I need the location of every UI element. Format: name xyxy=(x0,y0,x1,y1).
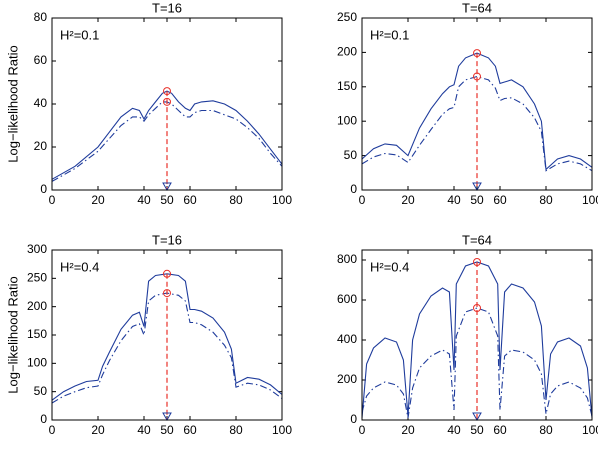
x-tick-label: 50 xyxy=(470,193,484,207)
series-line xyxy=(51,90,283,180)
x-tick-label: 0 xyxy=(359,423,366,437)
y-tick-label: 0 xyxy=(350,182,357,196)
y-tick-label: 200 xyxy=(27,299,47,313)
peak-marker xyxy=(163,87,171,96)
y-tick-label: 400 xyxy=(337,332,357,346)
peak-marker xyxy=(163,269,171,278)
axes-frame xyxy=(361,17,593,191)
y-tick-label: 150 xyxy=(337,79,357,93)
y-tick-label: 800 xyxy=(337,252,357,266)
y-tick-label: 300 xyxy=(27,242,47,256)
annotation: H²=0.4 xyxy=(370,259,409,274)
y-tick-label: 100 xyxy=(337,113,357,127)
subplot-title: T=64 xyxy=(462,0,492,15)
subplot-title: T=16 xyxy=(152,0,182,15)
y-tick-label: 600 xyxy=(337,292,357,306)
x-tick-label: 20 xyxy=(91,193,105,207)
subplot-title: T=16 xyxy=(152,232,182,247)
y-tick-label: 0 xyxy=(40,412,47,426)
x-tick-label: 20 xyxy=(401,423,415,437)
y-tick-label: 80 xyxy=(34,10,48,24)
x-tick-label: 50 xyxy=(470,423,484,437)
annotation: H²=0.1 xyxy=(60,27,99,42)
axes-frame xyxy=(51,17,283,191)
x-tick-label: 60 xyxy=(493,423,507,437)
y-tick-label: 100 xyxy=(27,356,47,370)
axes-frame xyxy=(361,249,593,421)
location-marker xyxy=(162,182,172,192)
y-tick-label: 50 xyxy=(34,384,48,398)
peak-marker xyxy=(163,289,171,298)
y-tick-label: 0 xyxy=(40,182,47,196)
x-tick-label: 60 xyxy=(183,193,197,207)
x-tick-label: 0 xyxy=(49,193,56,207)
x-tick-label: 80 xyxy=(229,193,243,207)
x-tick-label: 60 xyxy=(183,423,197,437)
x-tick-label: 80 xyxy=(229,423,243,437)
y-tick-label: 250 xyxy=(27,271,47,285)
y-tick-label: 250 xyxy=(337,10,357,24)
series-line xyxy=(361,307,593,419)
peak-marker xyxy=(473,72,481,81)
y-tick-label: 60 xyxy=(34,53,48,67)
x-tick-label: 80 xyxy=(539,423,553,437)
x-tick-label: 80 xyxy=(539,193,553,207)
x-tick-label: 20 xyxy=(401,193,415,207)
location-marker xyxy=(162,412,172,422)
x-tick-label: 40 xyxy=(447,193,461,207)
y-axis-label: Log−likelihood Ratio xyxy=(5,45,20,162)
x-tick-label: 20 xyxy=(91,423,105,437)
y-tick-label: 50 xyxy=(344,148,358,162)
x-tick-label: 0 xyxy=(359,193,366,207)
y-tick-label: 200 xyxy=(337,372,357,386)
peak-marker xyxy=(473,258,481,266)
y-tick-label: 20 xyxy=(34,139,48,153)
x-tick-label: 100 xyxy=(272,423,292,437)
annotation: H²=0.1 xyxy=(370,27,409,42)
y-tick-label: 0 xyxy=(350,412,357,426)
x-tick-label: 60 xyxy=(493,193,507,207)
x-tick-label: 100 xyxy=(582,193,598,207)
y-axis-label: Log−likelihood Ratio xyxy=(5,276,20,393)
x-tick-label: 40 xyxy=(447,423,461,437)
y-tick-label: 40 xyxy=(34,96,48,110)
location-marker xyxy=(472,412,482,422)
x-tick-label: 50 xyxy=(160,423,174,437)
y-tick-label: 200 xyxy=(337,45,357,59)
x-tick-label: 50 xyxy=(160,193,174,207)
subplot-title: T=64 xyxy=(462,232,492,247)
peak-marker xyxy=(163,97,171,106)
y-tick-label: 150 xyxy=(27,327,47,341)
series-line xyxy=(361,75,593,172)
peak-marker xyxy=(473,304,481,312)
x-tick-label: 40 xyxy=(137,193,151,207)
location-marker xyxy=(472,182,482,192)
x-tick-label: 100 xyxy=(582,423,598,437)
axes-frame xyxy=(51,249,283,421)
peak-marker xyxy=(473,49,481,58)
annotation: H²=0.4 xyxy=(60,259,99,274)
x-tick-label: 100 xyxy=(272,193,292,207)
x-tick-label: 0 xyxy=(49,423,56,437)
series-line xyxy=(51,101,283,182)
x-tick-label: 40 xyxy=(137,423,151,437)
